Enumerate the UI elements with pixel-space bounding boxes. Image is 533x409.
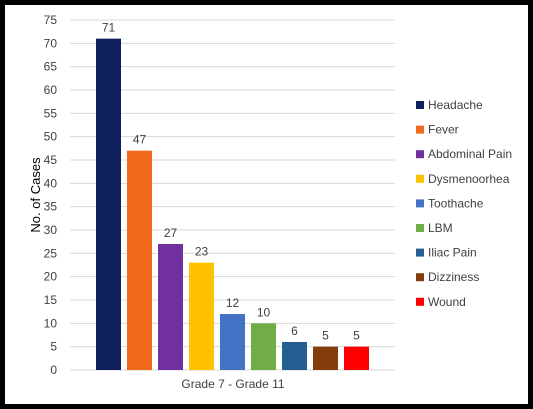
legend-entry: Toothache <box>428 196 484 210</box>
legend-entry: LBM <box>428 221 453 235</box>
y-tick-label: 35 <box>44 200 58 214</box>
bar-headache <box>96 38 121 371</box>
legend-entry: Iliac Pain <box>428 246 477 260</box>
data-labels: 71 47 27 23 12 10 6 5 5 <box>102 21 360 343</box>
y-tick-label: 25 <box>44 246 58 260</box>
y-tick-label: 65 <box>44 60 58 74</box>
y-tick-label: 15 <box>44 293 58 307</box>
data-label: 47 <box>133 133 147 147</box>
data-label: 12 <box>226 296 240 310</box>
data-label: 27 <box>164 226 178 240</box>
legend-entry: Headache <box>428 98 483 112</box>
legend-entry: Abdominal Pain <box>428 147 512 161</box>
bar-lbm <box>251 323 276 370</box>
data-label: 5 <box>353 329 360 343</box>
y-tick-label: 40 <box>44 176 58 190</box>
data-label: 23 <box>195 245 209 259</box>
bar-toothache <box>220 314 245 370</box>
y-tick-label: 70 <box>44 36 58 50</box>
y-tick-label: 45 <box>44 153 58 167</box>
bar-fever <box>127 150 152 370</box>
legend-swatch <box>416 248 424 257</box>
legend-swatch <box>416 297 424 306</box>
data-label: 6 <box>291 324 298 338</box>
y-axis-ticks: 0 5 10 15 20 25 30 35 40 45 50 55 60 65 70 75 <box>44 13 58 377</box>
y-tick-label: 60 <box>44 83 58 97</box>
y-tick-label: 10 <box>44 316 58 330</box>
legend-entry: Fever <box>428 123 459 137</box>
y-tick-label: 5 <box>50 340 57 354</box>
legend-entry: Wound <box>428 295 466 309</box>
y-tick-label: 0 <box>50 363 57 377</box>
legend-swatch <box>416 125 424 134</box>
gridlines <box>70 19 395 371</box>
bars <box>96 38 369 371</box>
y-tick-label: 55 <box>44 106 58 120</box>
y-tick-label: 75 <box>44 13 58 27</box>
legend-swatch <box>416 150 424 159</box>
legend-swatch <box>416 174 424 183</box>
legend-swatch <box>416 199 424 208</box>
legend-entry: Dysmenoorhea <box>428 172 510 186</box>
legend-swatch <box>416 273 424 282</box>
data-label: 5 <box>322 329 329 343</box>
legend-swatch <box>416 101 424 109</box>
data-label: 71 <box>102 21 116 35</box>
y-tick-label: 20 <box>44 270 58 284</box>
x-axis-label: Grade 7 - Grade 11 <box>181 377 284 391</box>
data-label: 10 <box>257 305 271 319</box>
bar-dysmenoorhea <box>189 262 214 370</box>
y-tick-label: 30 <box>44 223 58 237</box>
bar-iliac-pain <box>282 342 307 370</box>
legend: Headache Fever Abdominal Pain Dysmenoorhea T… <box>416 98 512 309</box>
bar-abdominal-pain <box>158 244 183 370</box>
legend-swatch <box>416 224 424 232</box>
bar-dizziness <box>313 346 338 370</box>
bar-wound <box>344 346 369 370</box>
y-axis-label: No. of Cases <box>28 157 43 233</box>
y-tick-label: 50 <box>44 130 58 144</box>
legend-entry: Dizziness <box>428 270 479 284</box>
